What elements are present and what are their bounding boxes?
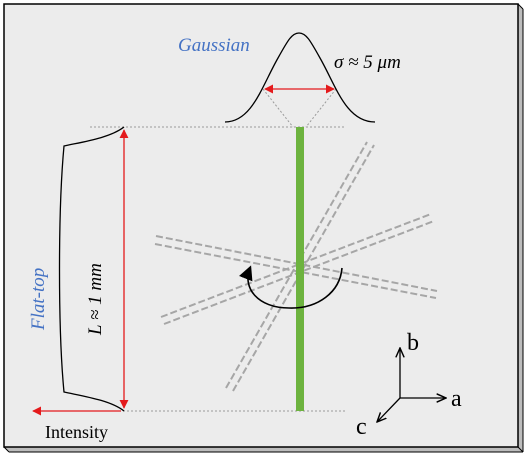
sigma-label: σ ≈ 5 μm [334,52,401,73]
axis-a-label: a [451,386,462,412]
fwhm-guide-left [262,88,294,128]
length-label: L ≈ 1 mm [85,263,106,336]
flat-top-curve [58,126,125,412]
fwhm-guide-right [305,88,337,128]
laser-line [296,127,304,411]
axis-b-label: b [407,330,419,356]
sample-panel [3,3,524,453]
axis-c-arrow [377,397,401,422]
rotation-arrow-icon [239,265,343,309]
crystal-axes-icon [377,348,446,422]
intensity-label: Intensity [45,422,108,442]
gaussian-profile: Gaussian σ ≈ 5 μm [178,32,401,123]
axis-c-label: c [356,414,367,440]
dashed-line-descending-b [154,243,437,299]
gaussian-curve [224,32,376,123]
gaussian-label: Gaussian [178,35,250,56]
flat-top-profile: Flat-top L ≈ 1 mm Intensity [28,126,129,442]
flat-top-label: Flat-top [28,268,49,331]
